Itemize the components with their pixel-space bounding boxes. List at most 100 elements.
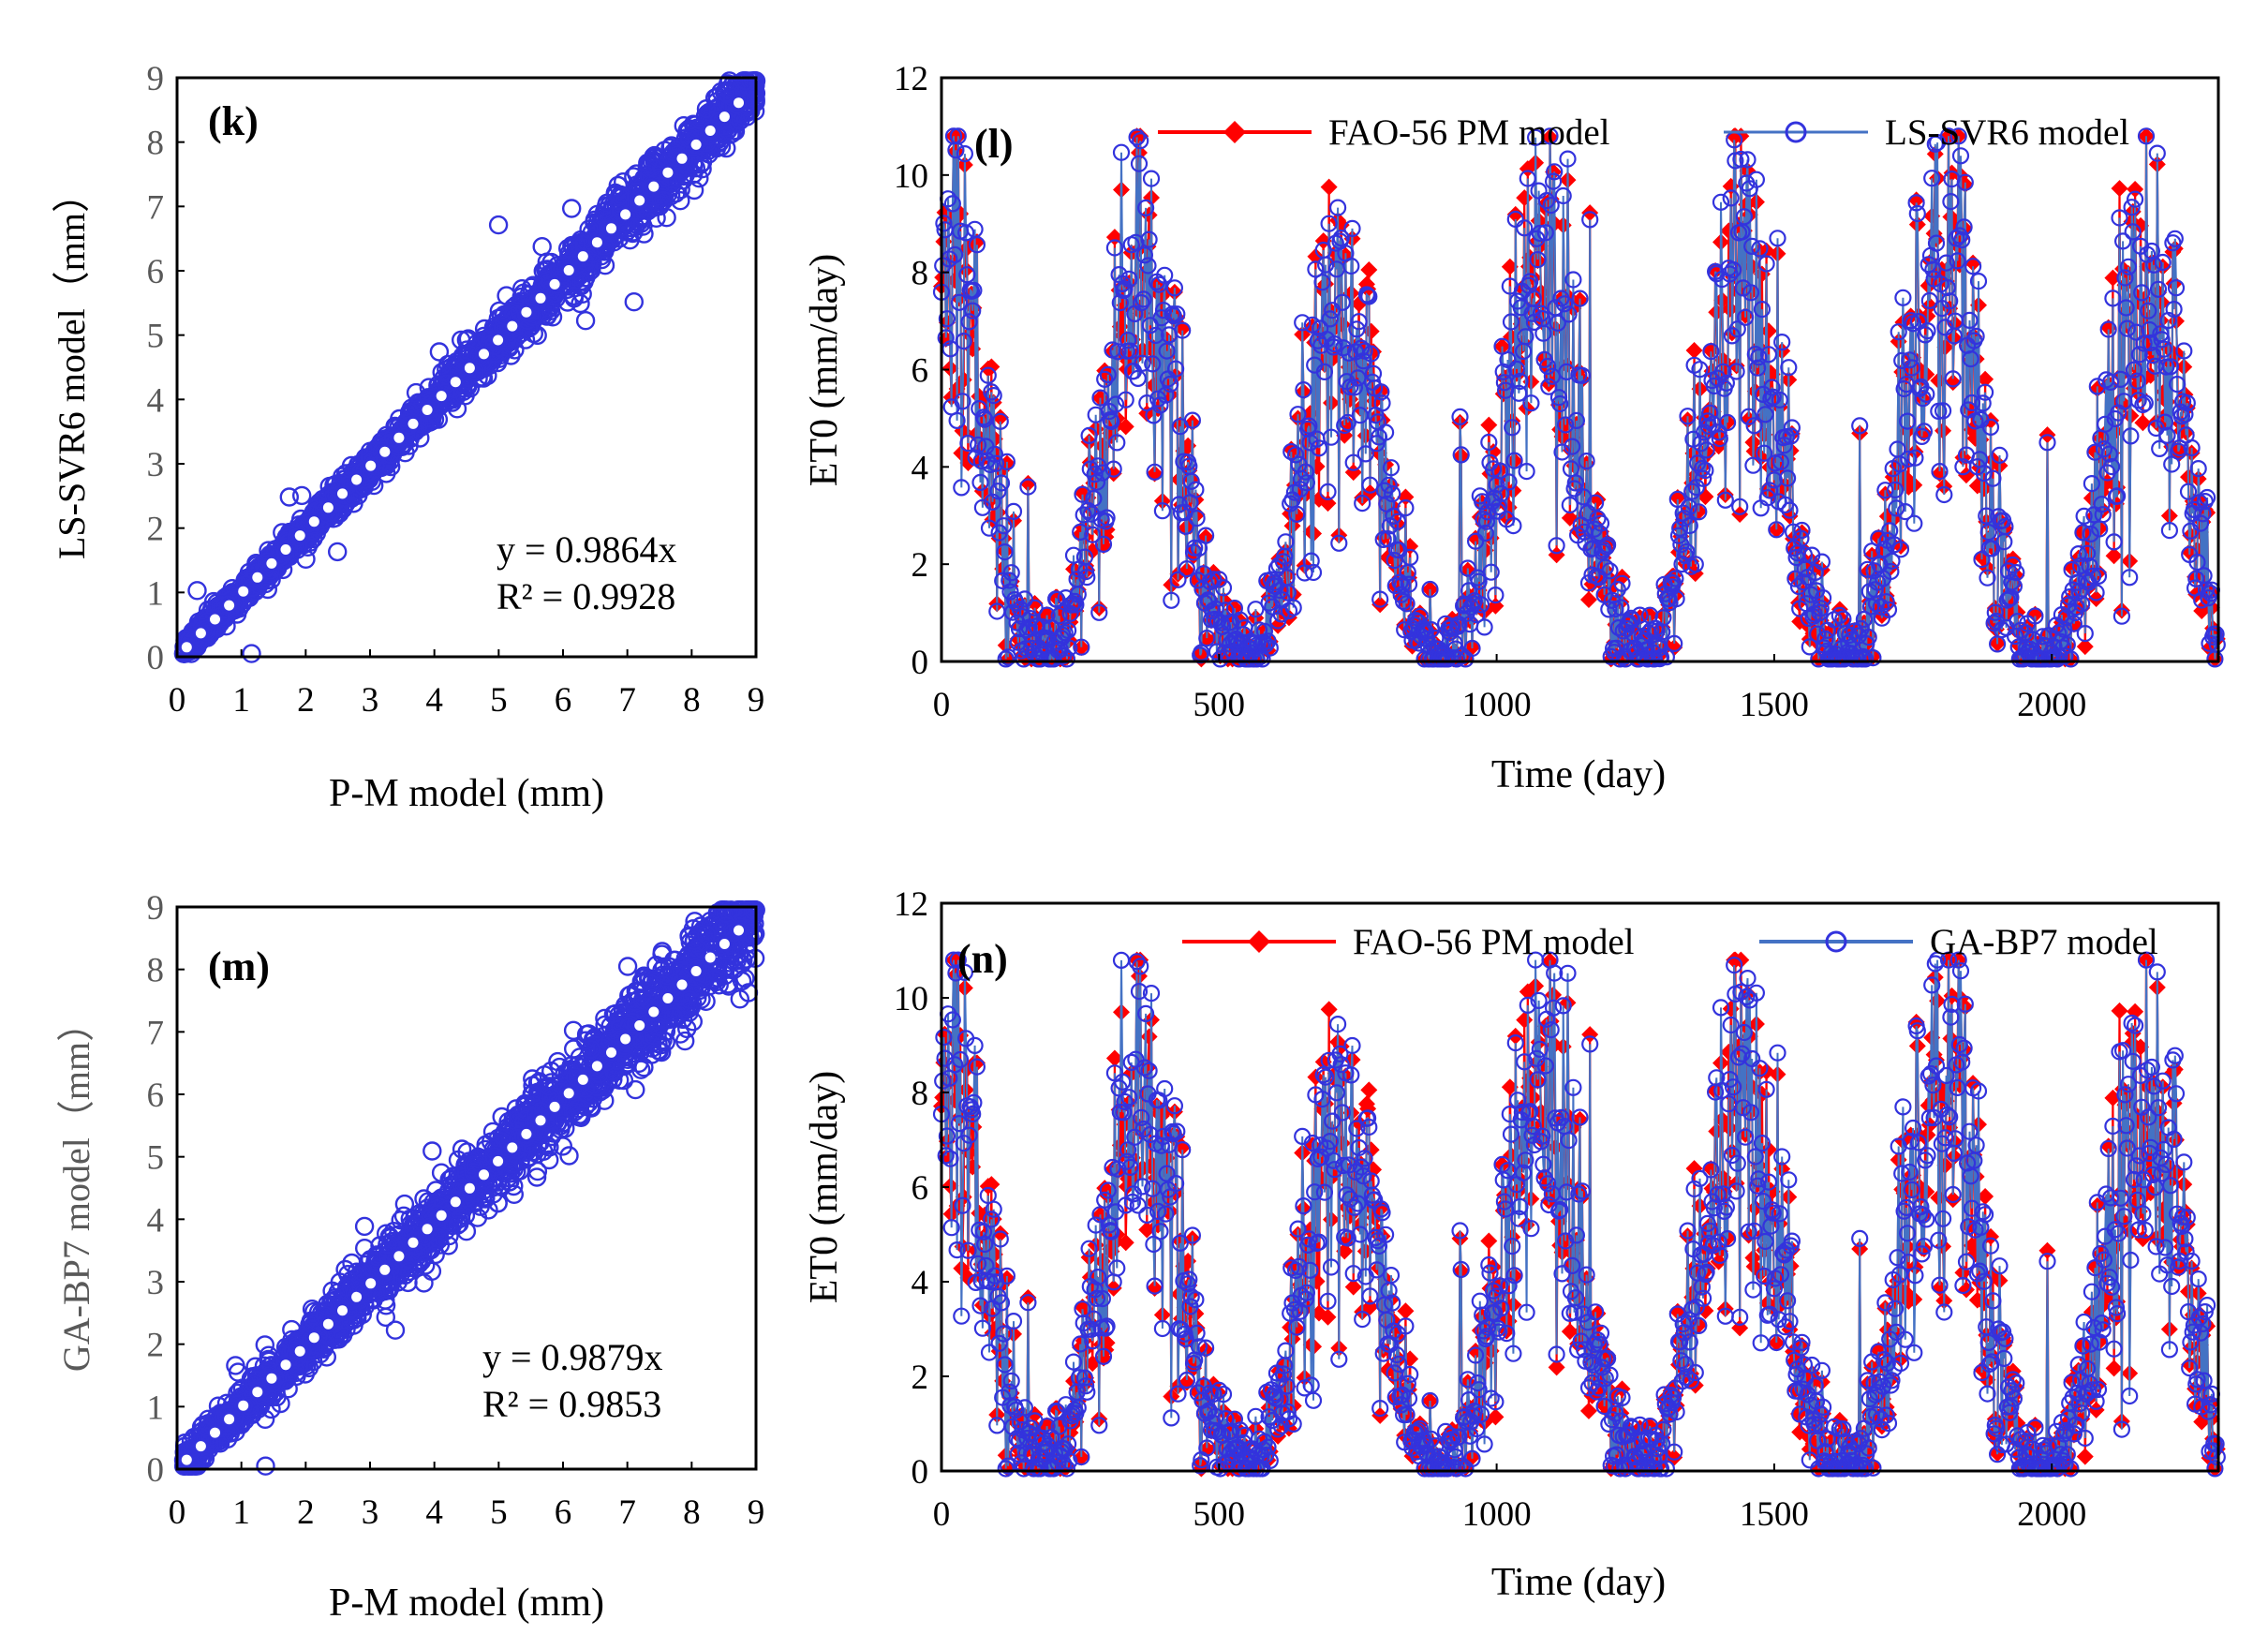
scatter-point — [279, 487, 299, 507]
scatter-point — [187, 581, 207, 601]
y-tick-label: 8 — [912, 255, 929, 293]
y-tick-label: 10 — [894, 157, 928, 196]
fit-line-dot — [252, 572, 263, 583]
y-tick-label: 0 — [147, 639, 165, 677]
fit-line-dot — [606, 223, 616, 234]
y-tick-label: 2 — [912, 546, 929, 585]
fit-line-dot — [408, 418, 419, 429]
fit-line-dot — [734, 97, 744, 109]
fit-line-dot — [294, 530, 305, 542]
x-ticks-l: 0 500 1000 1500 2000 — [933, 654, 2086, 724]
x-tick-label: 1 — [232, 681, 250, 720]
x-tick-label: 8 — [683, 681, 701, 720]
scatter-point — [562, 199, 582, 218]
pm-marker — [1480, 416, 1498, 434]
fit-line-dot — [648, 181, 660, 192]
fit-line-dot — [591, 237, 602, 248]
panel-l: 0 2 4 6 8 10 12 0 500 1000 1500 2000 (l) FAO-56 PM… — [803, 60, 2226, 796]
fit-line-dot — [322, 502, 334, 513]
x-tick-label: 2000 — [2017, 686, 2086, 724]
y-tick-label: 9 — [147, 60, 165, 98]
pm-marker — [1957, 467, 1975, 484]
fit-line-dot — [436, 391, 447, 402]
scatter-point — [328, 542, 348, 562]
fit-line-dot — [493, 334, 504, 346]
scatter-point — [488, 215, 509, 235]
panel-label-l: (l) — [974, 121, 1014, 167]
scatter-point — [575, 311, 596, 331]
pm-marker — [1360, 261, 1378, 279]
y-tick-label: 5 — [147, 318, 165, 356]
y-tick-label: 2 — [147, 511, 165, 549]
x-tick-label: 0 — [933, 686, 951, 724]
legend-label-model-l: LS-SVR6 model — [1885, 112, 2129, 153]
fit-line-dot — [224, 600, 235, 611]
fit-line-dot — [535, 292, 546, 304]
y-axis-label-k: LS-SVR6 model（mm） — [51, 175, 93, 559]
x-tick-label: 6 — [555, 681, 572, 720]
y-tick-label: 4 — [912, 449, 929, 487]
fit-line-dot — [337, 488, 348, 499]
fit-line-dot — [195, 628, 206, 639]
scatter-point — [456, 330, 477, 350]
scatter-point — [292, 485, 312, 506]
x-tick-label: 1500 — [1740, 686, 1809, 724]
y-tick-label: 1 — [147, 574, 165, 613]
x-tick-label: 2 — [297, 681, 315, 720]
fit-line-dot — [521, 306, 532, 318]
y-tick-label: 7 — [147, 188, 165, 227]
fit-line-dot — [308, 516, 319, 527]
x-tick-label: 500 — [1193, 686, 1246, 724]
scatter-point — [634, 224, 654, 244]
fit-line-dot — [704, 126, 716, 136]
fit-line-dot — [351, 474, 363, 485]
fit-line-dot — [181, 642, 192, 653]
fit-line-dot — [563, 265, 574, 275]
fit-line-dot — [450, 377, 461, 388]
scatter-point — [532, 237, 552, 257]
series-l — [932, 127, 2226, 668]
fit-line-dot — [719, 111, 730, 123]
fit-line-dot — [266, 557, 277, 569]
y-tick-label: 12 — [894, 60, 928, 98]
fit-line-dot — [238, 586, 249, 597]
r-squared-k: R² = 0.9928 — [497, 575, 675, 617]
y-tick-label: 6 — [147, 253, 165, 291]
y-tick-label: 6 — [912, 352, 929, 391]
fit-line-dot — [393, 432, 405, 443]
pm-marker — [1516, 189, 1534, 207]
x-tick-label: 1000 — [1462, 686, 1532, 724]
fit-line-dot — [620, 209, 631, 220]
x-tick-label: 7 — [618, 681, 636, 720]
scatter-point — [624, 292, 644, 312]
y-tick-label: 3 — [147, 446, 165, 484]
fit-line-dot — [676, 153, 688, 164]
scatter-point — [429, 342, 450, 362]
legend-marker-pm-l — [1223, 121, 1246, 143]
y-tick-label: 8 — [147, 125, 165, 163]
scatter-point — [346, 473, 365, 493]
x-tick-label: 4 — [425, 681, 443, 720]
y-tick-label: 4 — [147, 381, 165, 420]
pm-marker — [1579, 591, 1597, 609]
pm-marker — [2111, 180, 2128, 198]
fit-line-dot — [549, 278, 560, 290]
fit-line-dot — [210, 614, 220, 625]
fit-line-dot — [464, 363, 475, 374]
fit-line-dot — [634, 195, 645, 206]
x-axis-label-l: Time (day) — [1491, 753, 1666, 796]
y-tick-label: 0 — [912, 644, 929, 682]
y-ticks-k: 0 1 2 3 4 5 6 7 8 9 — [147, 60, 185, 677]
fit-line-dot — [507, 320, 518, 332]
fit-line-dot — [365, 460, 377, 471]
x-tick-label: 0 — [169, 681, 186, 720]
legend-label-pm-l: FAO-56 PM model — [1328, 112, 1610, 153]
panel-label-k: (k) — [208, 98, 259, 144]
legend-l: FAO-56 PM model LS-SVR6 model — [1158, 112, 2129, 153]
scatter-point — [242, 644, 261, 663]
pm-marker — [1320, 178, 1338, 196]
fit-line-dot — [479, 349, 489, 360]
